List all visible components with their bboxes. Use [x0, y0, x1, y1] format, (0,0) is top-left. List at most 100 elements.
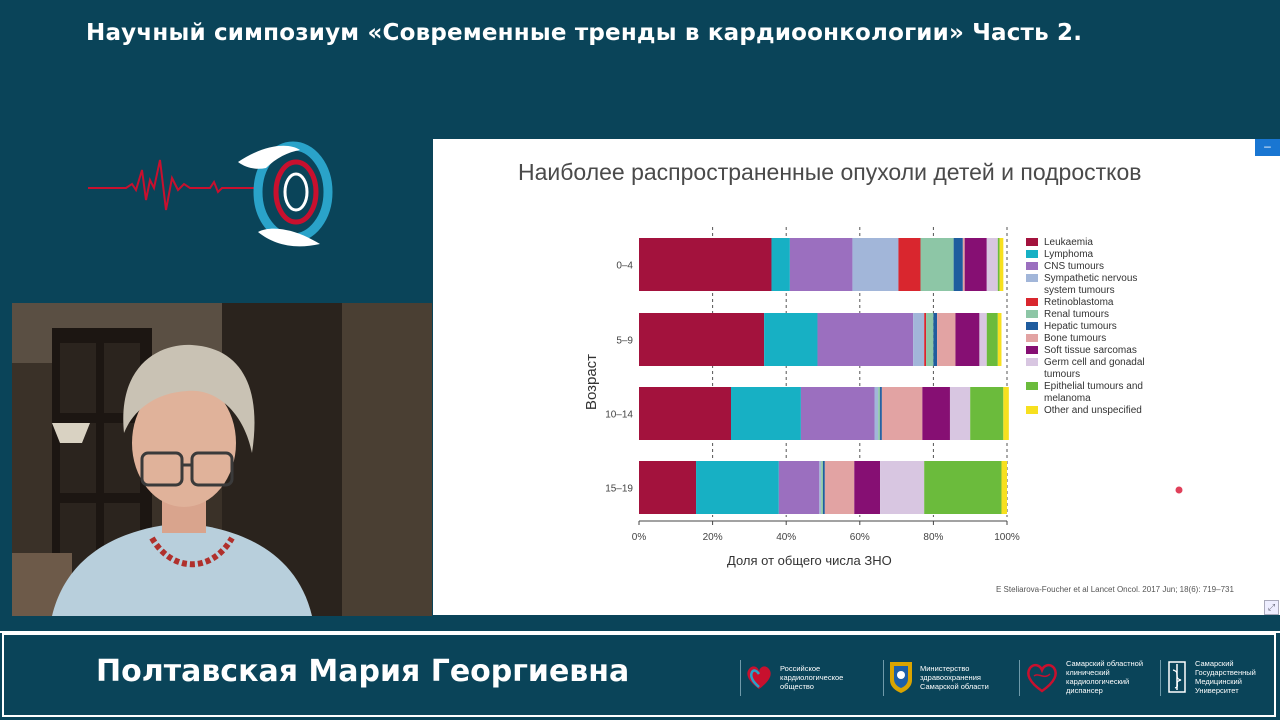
legend-swatch — [1026, 406, 1038, 414]
partner-divider — [1019, 660, 1020, 696]
bar-segment — [1003, 387, 1009, 440]
citation: E Steliarova-Foucher et al Lancet Oncol.… — [996, 585, 1234, 594]
bar-segment — [819, 461, 822, 514]
bar-segment — [933, 313, 938, 366]
bar-segment — [639, 387, 731, 440]
legend-label: Other and unspecified — [1044, 405, 1142, 416]
x-tick-label: 60% — [850, 532, 870, 543]
partner-label: Самарский областной клинический кардиоло… — [1066, 659, 1144, 695]
legend-swatch — [1026, 322, 1038, 330]
legend-label: Soft tissue sarcomas — [1044, 345, 1137, 356]
legend-swatch — [1026, 238, 1038, 246]
bar-segment — [696, 461, 779, 514]
heart-line-icon — [1027, 663, 1057, 693]
bar-segment — [800, 387, 875, 440]
x-tick-label: 100% — [994, 532, 1020, 543]
bar-segment — [881, 387, 923, 440]
symposium-title: Научный симпозиум «Современные тренды в … — [86, 20, 1083, 46]
bar-segment — [997, 238, 1000, 291]
bar-segment — [898, 238, 921, 291]
bar-segment — [979, 313, 987, 366]
slide-title: Наиболее распространенные опухоли детей … — [518, 159, 1142, 185]
person-face — [132, 379, 236, 507]
partner-rko: Российское кардиологическое общество — [744, 657, 843, 697]
bar-segment — [949, 387, 971, 440]
bar-segment — [953, 238, 963, 291]
x-tick-label: 80% — [923, 532, 943, 543]
bar-segment — [823, 461, 825, 514]
legend-label: Hepatic tumours — [1044, 321, 1117, 332]
partner-divider — [883, 660, 884, 696]
legend-label: CNS tumours — [1044, 261, 1104, 272]
speaker-video — [12, 303, 432, 616]
partner-label: Российское кардиологическое общество — [780, 663, 844, 691]
legend-label: Epithelial tumours and — [1044, 381, 1143, 392]
bar-segment — [913, 313, 925, 366]
partner-ministry: Министерство здравоохранения Самарской о… — [888, 657, 989, 697]
partner-label: Самарский Государственный Медицинский Ун… — [1195, 659, 1256, 695]
legend-label: system tumours — [1044, 285, 1115, 296]
y-tick-label: 10–14 — [605, 410, 633, 421]
bar-segment — [880, 387, 882, 440]
bar-segment — [874, 387, 879, 440]
bar-segment — [778, 461, 820, 514]
presentation-slide: Наиболее распространенные опухоли детей … — [433, 139, 1280, 615]
bar-segment — [821, 461, 823, 514]
legend-swatch — [1026, 346, 1038, 354]
legend-label: Sympathetic nervous — [1044, 273, 1137, 284]
speaker-name: Полтавская Мария Георгиевна — [96, 654, 630, 689]
x-tick-label: 20% — [703, 532, 723, 543]
bar-segment — [817, 313, 914, 366]
legend-label: Bone tumours — [1044, 333, 1106, 344]
bar-segment — [880, 461, 925, 514]
person-shoulders — [52, 523, 312, 616]
legend-label: Renal tumours — [1044, 309, 1109, 320]
bar-segment — [1001, 461, 1007, 514]
bar-segment — [986, 238, 998, 291]
partner-cardio-dispensary: Самарский областной клинический кардиоло… — [1024, 657, 1143, 697]
bar-segment — [771, 238, 790, 291]
bar-segment — [970, 387, 1004, 440]
bar-segment — [878, 387, 881, 440]
symposium-logo — [88, 141, 333, 247]
glasses-right — [190, 451, 234, 487]
laser-pointer-dot — [1175, 486, 1183, 494]
x-tick-label: 40% — [776, 532, 796, 543]
bar-segment — [854, 461, 881, 514]
glasses-left — [140, 451, 184, 487]
partner-divider — [740, 660, 741, 696]
legend-swatch — [1026, 358, 1038, 366]
heart-logo-icon — [747, 666, 771, 689]
legend-label: Leukaemia — [1044, 237, 1093, 248]
minimize-button[interactable]: – — [1255, 139, 1280, 156]
expand-icon[interactable]: ⤢ — [1264, 600, 1279, 615]
partner-university: Самарский Государственный Медицинский Ун… — [1165, 657, 1256, 697]
legend-label: Germ cell and gonadal — [1044, 357, 1145, 368]
legend-label: melanoma — [1044, 393, 1091, 404]
legend-label: Retinoblastoma — [1044, 297, 1114, 308]
hand-top-icon — [238, 145, 300, 169]
bar-segment — [964, 238, 987, 291]
legend-swatch — [1026, 310, 1038, 318]
bar-segment — [955, 313, 980, 366]
bar-segment — [937, 313, 956, 366]
y-tick-label: 5–9 — [616, 336, 633, 347]
bar-segment — [639, 461, 697, 514]
webcam-frame — [12, 303, 432, 616]
bar-segment — [731, 387, 801, 440]
legend-label: Lymphoma — [1044, 249, 1094, 260]
x-axis-label: Доля от общего числа ЗНО — [727, 553, 892, 568]
speaker-banner — [0, 631, 1280, 720]
bar-segment — [764, 313, 818, 366]
bar-segment — [924, 461, 1002, 514]
bar-segment — [920, 238, 954, 291]
bar-segment — [986, 313, 998, 366]
bar-segment — [789, 238, 853, 291]
legend-swatch — [1026, 298, 1038, 306]
y-tick-label: 15–19 — [605, 484, 633, 495]
lamp-shade — [52, 423, 90, 443]
person-hair — [123, 344, 255, 453]
logo-ring-inner — [273, 159, 319, 225]
legend-swatch — [1026, 334, 1038, 342]
emblem-icon — [890, 662, 912, 693]
